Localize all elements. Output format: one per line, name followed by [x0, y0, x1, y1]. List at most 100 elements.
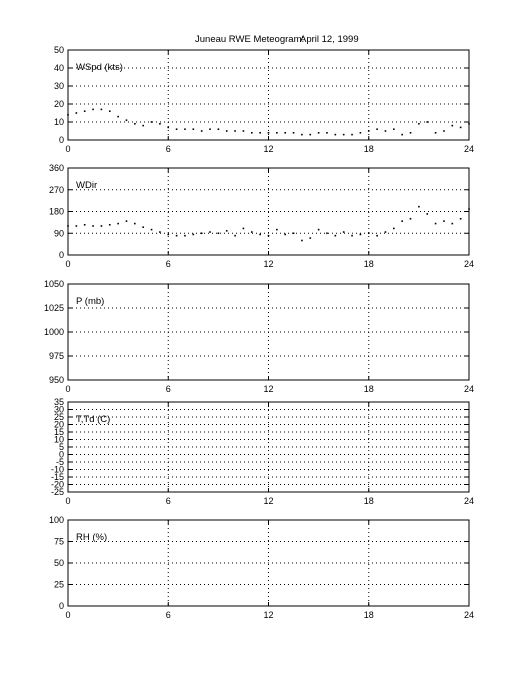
data-point	[284, 132, 287, 134]
data-point	[108, 110, 111, 112]
panel-label: WDir	[76, 180, 97, 191]
y-tick-label: 950	[49, 375, 64, 385]
data-point	[267, 132, 270, 134]
data-point	[334, 133, 337, 136]
data-point	[359, 132, 362, 134]
data-point	[451, 124, 454, 127]
data-point	[426, 121, 429, 123]
x-tick-label: 0	[65, 610, 70, 620]
y-tick-label: 40	[54, 63, 64, 73]
data-point	[225, 230, 228, 232]
data-point	[100, 108, 103, 111]
data-point	[342, 231, 345, 233]
data-point	[225, 130, 228, 132]
y-tick-label: 0	[59, 250, 64, 260]
data-point	[134, 222, 136, 225]
data-point	[67, 225, 69, 227]
x-tick-label: 12	[263, 259, 273, 269]
panel-3: 0 6 12 18 24-25-20-15-10-505101520253035T,Td…	[51, 397, 474, 506]
data-point	[359, 233, 362, 236]
data-point	[393, 128, 395, 130]
data-point	[443, 220, 445, 222]
y-tick-label: -15	[51, 472, 64, 482]
data-point	[159, 231, 161, 233]
x-tick-label: 6	[166, 384, 171, 394]
data-point	[192, 233, 195, 236]
panel-0: 0 6 12 18 24 0 10 20 30 40 50 WSpd (kts)	[54, 45, 474, 154]
y-tick-label: 1000	[44, 327, 64, 337]
data-point	[334, 234, 337, 237]
y-tick-label: 90	[54, 228, 64, 238]
data-point	[209, 231, 211, 233]
data-point	[125, 119, 128, 121]
y-tick-label: 1025	[44, 303, 64, 313]
panel-1: 0 6 12 18 24 0 90 180 270 360 WDir	[49, 163, 474, 269]
data-point	[117, 222, 119, 225]
data-point	[443, 130, 445, 132]
data-point	[367, 130, 370, 132]
x-tick-label: 6	[166, 259, 171, 269]
y-tick-label: 180	[49, 207, 64, 217]
data-point	[175, 128, 178, 130]
data-point	[267, 234, 270, 237]
data-point	[468, 123, 470, 125]
data-point	[292, 232, 295, 235]
data-point	[142, 226, 144, 229]
data-point	[200, 130, 203, 132]
data-point	[184, 234, 186, 237]
data-point	[259, 233, 261, 236]
data-point	[459, 217, 462, 220]
data-point	[75, 225, 78, 227]
data-point	[292, 132, 295, 134]
x-tick-label: 18	[364, 384, 374, 394]
x-tick-label: 24	[464, 496, 474, 506]
data-point	[142, 124, 144, 127]
data-point	[367, 232, 370, 235]
x-tick-label: 6	[166, 610, 171, 620]
data-point	[459, 126, 462, 129]
x-tick-label: 0	[65, 496, 70, 506]
data-point	[67, 114, 69, 116]
data-point	[217, 128, 220, 130]
x-tick-label: 0	[65, 259, 70, 269]
data-point	[301, 133, 303, 136]
y-tick-label: 50	[54, 45, 64, 55]
chart-title-date: April 12, 1999	[300, 34, 359, 45]
data-point	[167, 126, 170, 129]
data-point	[167, 233, 170, 236]
panel-4: 0 6 12 18 24 0 25 50 75 100 RH (%)	[49, 515, 474, 620]
x-tick-label: 18	[364, 610, 374, 620]
panel-label: WSpd (kts)	[76, 62, 123, 73]
data-point	[100, 225, 103, 227]
y-tick-label: -20	[51, 480, 64, 490]
data-point	[92, 225, 94, 227]
y-tick-label: 975	[49, 351, 64, 361]
y-tick-label: -10	[51, 465, 64, 475]
data-point	[426, 213, 429, 215]
data-point	[92, 108, 94, 111]
data-point	[284, 233, 287, 236]
data-point	[117, 115, 119, 118]
x-tick-label: 6	[166, 144, 171, 154]
data-point	[83, 110, 86, 112]
data-point	[384, 231, 387, 233]
data-point	[376, 128, 378, 130]
data-point	[401, 133, 403, 136]
data-point	[434, 222, 437, 225]
data-point	[242, 130, 245, 132]
data-point	[75, 112, 78, 114]
panel-label: P (mb)	[76, 296, 104, 307]
data-point	[468, 208, 470, 210]
data-point	[259, 132, 261, 134]
y-tick-label: 20	[54, 99, 64, 109]
data-point	[326, 232, 328, 235]
data-point	[301, 239, 303, 242]
y-tick-label: 10	[54, 117, 64, 127]
data-point	[217, 232, 220, 235]
x-tick-label: 6	[166, 496, 171, 506]
y-tick-label: 0	[59, 135, 64, 145]
data-point	[309, 133, 312, 136]
y-tick-label: 270	[49, 185, 64, 195]
data-point	[125, 220, 128, 222]
